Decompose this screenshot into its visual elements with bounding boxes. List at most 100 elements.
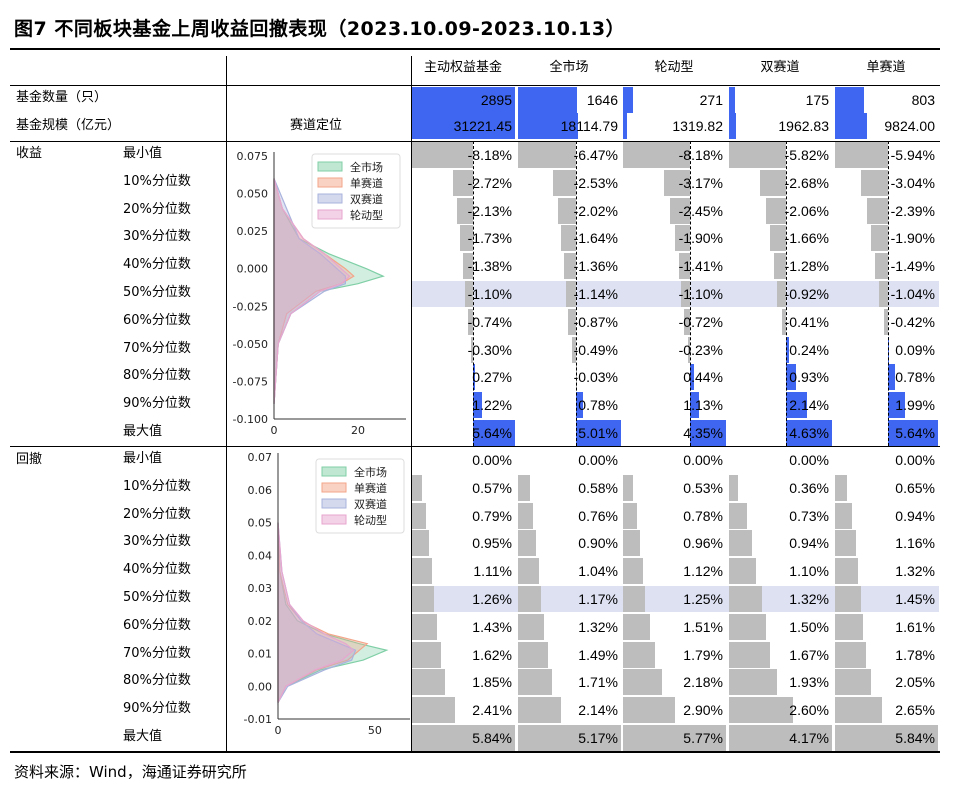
drawdown-value: 0.00% (578, 452, 618, 468)
drawdown-bar (729, 669, 777, 695)
drawdown-bar (623, 697, 675, 723)
drawdown-value: 0.73% (789, 508, 829, 524)
col-header-3: 双赛道 (760, 60, 800, 75)
return-cell: -1.28% (729, 253, 832, 279)
drawdown-value: 0.76% (578, 508, 618, 524)
return-bar (576, 392, 583, 418)
return-bar (412, 142, 473, 168)
drawdown-cell: 0.78% (623, 503, 726, 529)
legend-swatch (321, 498, 347, 509)
scales-cell: 18114.79 (518, 113, 621, 139)
y-tick-label: 0.075 (237, 150, 269, 163)
drawdown-value: 0.00% (683, 452, 723, 468)
return-value: 0.44% (683, 369, 723, 385)
stat-label: 80%分位数 (123, 673, 191, 688)
return-cell: 0.09% (835, 337, 938, 363)
return-bar (473, 420, 515, 446)
stat-label: 60%分位数 (123, 618, 191, 633)
return-bar (684, 309, 691, 335)
return-bar (786, 420, 832, 446)
drawdown-bar (835, 725, 938, 751)
return-value: -8.18% (467, 147, 512, 163)
return-value: 0.78% (578, 397, 618, 413)
drawdown-bar (412, 669, 445, 695)
drawdown-cell: 0.95% (412, 530, 515, 556)
return-cell: -0.92% (729, 281, 832, 307)
drawdown-value: 1.32% (895, 563, 935, 579)
return-value: -0.30% (467, 342, 512, 358)
drawdown-cell: 0.65% (835, 475, 938, 501)
drawdown-bar (412, 558, 432, 584)
drawdown-bar (623, 725, 726, 751)
return-value: -5.82% (784, 147, 829, 163)
return-value: -1.14% (573, 286, 618, 302)
drawdown-bar (623, 586, 646, 612)
drawdown-cell: 1.79% (623, 642, 726, 668)
density-area-轮动型 (273, 178, 351, 405)
drawdown-value: 0.96% (683, 535, 723, 551)
drawdown-value: 0.95% (472, 535, 512, 551)
stat-label: 60%分位数 (123, 313, 191, 328)
counts-value: 175 (805, 92, 829, 108)
drawdown-section-label: 回撤 (16, 452, 43, 467)
drawdown-cell: 0.76% (518, 503, 621, 529)
return-cell: -1.38% (412, 253, 515, 279)
drawdown-cell: 0.79% (412, 503, 515, 529)
return-bar (729, 142, 787, 168)
return-cell: -0.74% (412, 309, 515, 335)
return-value: -0.92% (784, 286, 829, 302)
drawdown-value: 1.45% (895, 591, 935, 607)
drawdown-value: 0.79% (472, 508, 512, 524)
legend-label: 单赛道 (350, 176, 383, 190)
return-value: -3.17% (678, 175, 723, 191)
scales-value: 1962.83 (778, 118, 829, 134)
scales-bar (518, 113, 578, 139)
y-tick-label: 0.02 (248, 615, 273, 628)
drawdown-cell: 1.11% (412, 558, 515, 584)
return-cell: -3.17% (623, 170, 726, 196)
count-row-label: 基金数量（只） (16, 90, 108, 105)
drawdown-value: 0.90% (578, 535, 618, 551)
return-cell: -1.14% (518, 281, 621, 307)
drawdown-cell: 1.43% (412, 614, 515, 640)
return-cell: 0.78% (835, 364, 938, 390)
return-cell: 1.13% (623, 392, 726, 418)
return-cell: -1.66% (729, 225, 832, 251)
meta-rule (10, 141, 940, 142)
return-value: -1.10% (678, 286, 723, 302)
scales-value: 18114.79 (560, 118, 618, 134)
counts-value: 803 (911, 92, 935, 108)
return-cell: -3.04% (835, 170, 938, 196)
drawdown-value: 0.65% (895, 480, 935, 496)
drawdown-value: 1.25% (683, 591, 723, 607)
drawdown-bar (835, 475, 847, 501)
return-bar (866, 198, 888, 224)
drawdown-density-chart: 0.07 0.06 0.05 0.04 0.03 0.02 0.01 0.00 -0.010 50… (244, 451, 410, 737)
return-cell: -8.18% (412, 142, 515, 168)
return-value: -5.94% (890, 147, 935, 163)
return-value: 0.09% (895, 342, 935, 358)
legend-swatch (321, 482, 347, 493)
return-cell: -2.53% (518, 170, 621, 196)
drawdown-bar (518, 614, 545, 640)
return-value: -1.66% (784, 230, 829, 246)
return-bar (770, 225, 787, 251)
scales-cell: 1962.83 (729, 113, 832, 139)
drawdown-bar (412, 642, 441, 668)
drawdown-bar (518, 725, 621, 751)
scales-bar (623, 113, 628, 139)
y-tick-label: 0.05 (248, 517, 273, 530)
return-bar (457, 198, 473, 224)
return-bar (460, 225, 473, 251)
drawdown-bar (623, 669, 662, 695)
drawdown-cell: 1.71% (518, 669, 621, 695)
drawdown-bar (729, 642, 771, 668)
drawdown-bar (623, 558, 643, 584)
return-cell: 0.78% (518, 392, 621, 418)
return-value: -1.04% (890, 286, 935, 302)
drawdown-value: 0.36% (789, 480, 829, 496)
return-bar (452, 170, 473, 196)
drawdown-cell: 1.61% (835, 614, 938, 640)
return-cell: 5.64% (412, 420, 515, 446)
drawdown-cell: 0.00% (518, 447, 621, 473)
